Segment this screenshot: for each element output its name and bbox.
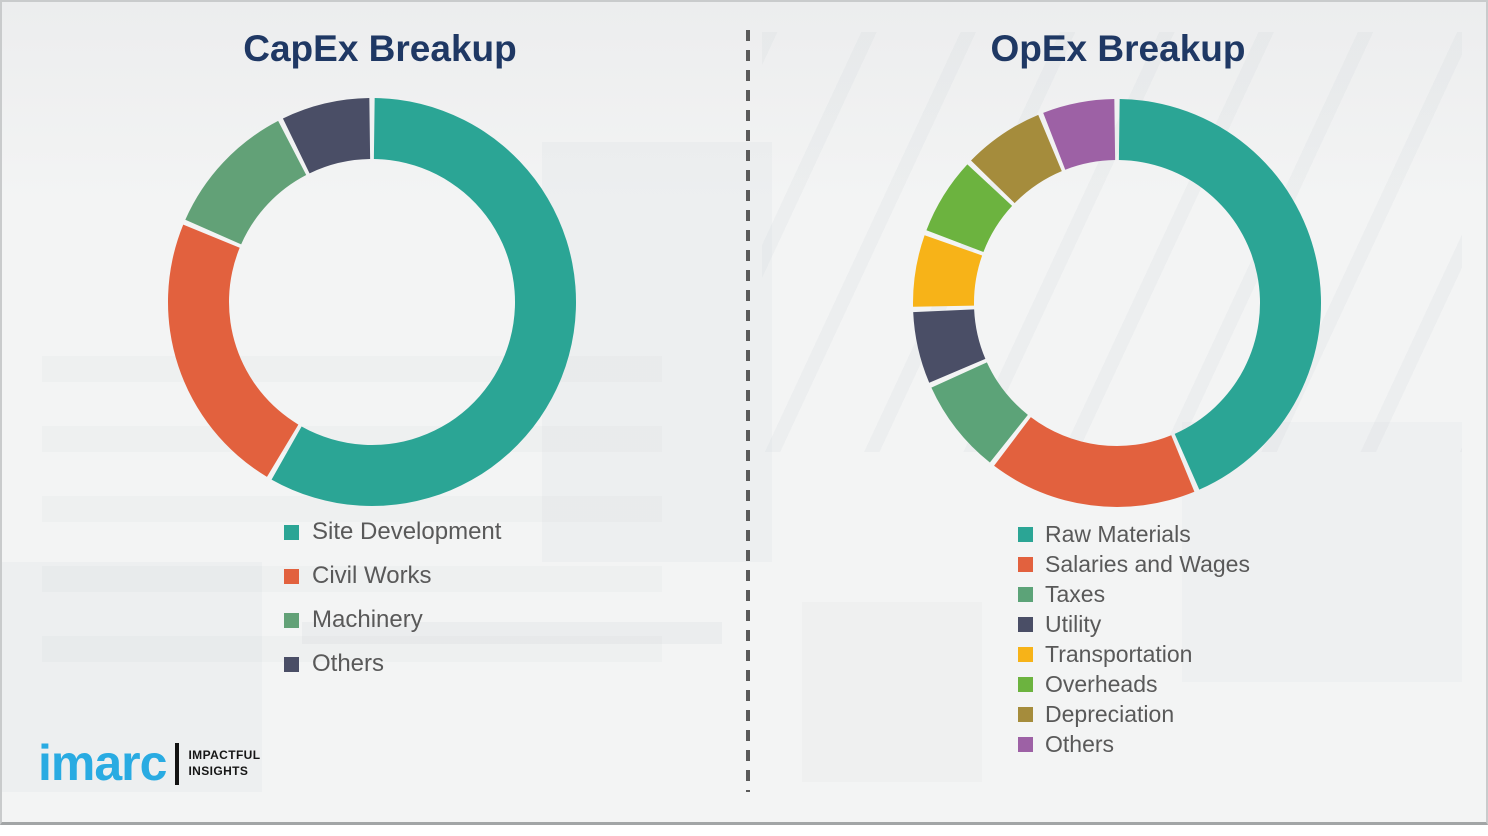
legend-item-others: Others [1018, 729, 1250, 759]
donut-segment-overheads [926, 164, 1013, 252]
legend-item-overheads: Overheads [1018, 669, 1250, 699]
legend-marker-transportation [1018, 646, 1033, 662]
legend-item-transportation: Transportation [1018, 639, 1250, 669]
donut-segment-taxes [931, 362, 1028, 463]
legend-item-taxes: Taxes [1018, 579, 1250, 609]
legend-marker-taxes [1018, 586, 1033, 602]
imarc-logo: imarc IMPACTFUL INSIGHTS [38, 736, 260, 788]
legend-marker-depreciation [1018, 706, 1033, 722]
legend-label: Transportation [1045, 640, 1193, 667]
legend-marker-others [284, 656, 299, 672]
logo-tagline: IMPACTFUL INSIGHTS [188, 748, 260, 779]
legend-label: Site Development [312, 518, 502, 545]
opex-title: OpEx Breakup [990, 28, 1246, 69]
donut-segment-raw-materials [1118, 99, 1322, 490]
donut-segment-others [282, 98, 371, 174]
legend-label: Others [312, 650, 385, 677]
logo-tagline-line1: IMPACTFUL [188, 748, 261, 763]
donut-segment-civil-works [167, 224, 299, 477]
logo-divider-bar [175, 743, 180, 785]
legend-item-depreciation: Depreciation [1018, 699, 1250, 729]
legend-label: Utility [1045, 610, 1102, 637]
donut-segment-salaries-and-wages [994, 417, 1195, 508]
legend-item-others: Others [284, 642, 501, 686]
legend-label: Overheads [1045, 670, 1158, 697]
legend-marker-salaries-and-wages [1018, 556, 1033, 572]
legend-label: Machinery [312, 606, 423, 633]
legend-item-utility: Utility [1018, 609, 1250, 639]
donut-segment-depreciation [971, 114, 1062, 204]
donut-segment-utility [913, 309, 986, 383]
dashed-divider [746, 30, 750, 792]
legend-marker-site-development [284, 524, 299, 540]
donut-segment-machinery [185, 120, 307, 245]
legend-item-civil-works: Civil Works [284, 554, 501, 598]
legend-item-machinery: Machinery [284, 598, 501, 642]
donut-segment-transportation [912, 235, 983, 307]
donut-segment-others [1043, 99, 1116, 170]
legend-item-salaries-and-wages: Salaries and Wages [1018, 549, 1250, 579]
legend-item-site-development: Site Development [284, 510, 501, 554]
legend-marker-overheads [1018, 676, 1033, 692]
capex-title: CapEx Breakup [243, 28, 517, 69]
legend-label: Others [1045, 730, 1115, 757]
legend-label: Civil Works [312, 562, 432, 589]
legend-marker-utility [1018, 616, 1033, 632]
legend-label: Depreciation [1045, 700, 1175, 727]
opex-legend: Raw Materials Salaries and Wages Taxes Util… [1018, 519, 1250, 759]
legend-item-raw-materials: Raw Materials [1018, 519, 1250, 549]
imarc-logo-text: imarc [38, 735, 167, 791]
capex-donut-chart [167, 98, 577, 507]
legend-label: Taxes [1045, 580, 1106, 607]
capex-legend: Site Development Civil Works Machinery Othe… [284, 510, 501, 686]
logo-tagline-line2: INSIGHTS [188, 764, 249, 778]
legend-label: Raw Materials [1045, 520, 1191, 547]
legend-marker-civil-works [284, 568, 299, 584]
opex-donut-chart [912, 99, 1322, 508]
legend-marker-raw-materials [1018, 526, 1033, 542]
background-watermark [802, 602, 982, 782]
legend-label: Salaries and Wages [1045, 550, 1250, 577]
legend-marker-others [1018, 736, 1033, 752]
donut-segment-site-development [271, 98, 577, 507]
legend-marker-machinery [284, 612, 299, 628]
